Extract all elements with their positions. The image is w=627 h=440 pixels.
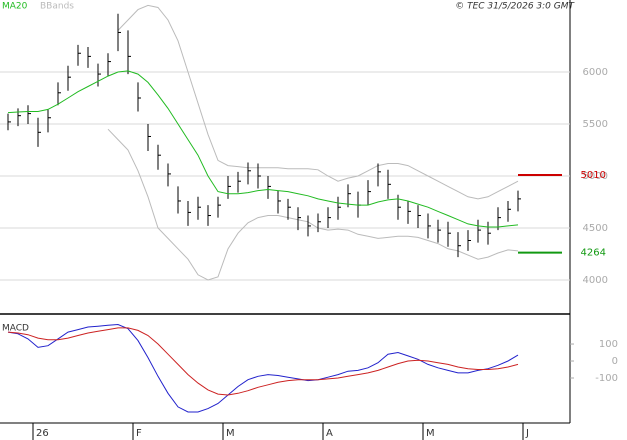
legend-entry: MA20	[2, 2, 28, 12]
y-tick-label: 4500	[583, 223, 608, 234]
y-tick-label: 6000	[583, 67, 608, 78]
x-tick-label: 26	[36, 428, 49, 439]
y-tick-label: 4000	[583, 275, 608, 286]
x-tick-label: J	[525, 428, 529, 439]
legend-entry: BBands	[40, 2, 74, 12]
bband-lower	[107, 128, 519, 281]
y-tick-label: 100	[599, 339, 618, 350]
y-tick-label: 5000	[583, 171, 608, 182]
level-label: 4264	[581, 248, 606, 259]
x-tick-label: M	[226, 428, 235, 439]
level-label: 5010	[581, 170, 606, 181]
y-tick-label: 0	[612, 356, 618, 367]
macd-title: MACD	[2, 324, 29, 334]
y-tick-label: 5500	[583, 119, 608, 130]
macd-line	[7, 327, 519, 396]
x-tick-label: F	[136, 428, 142, 439]
macd-line	[7, 323, 519, 413]
y-tick-label: -100	[595, 373, 618, 384]
source: © TEC 31/5/2026 3:0 GMT	[455, 2, 575, 12]
bband-upper	[117, 4, 519, 200]
x-tick-label: M	[426, 428, 435, 439]
ma20-line	[7, 70, 519, 228]
x-tick-label: A	[326, 428, 333, 439]
